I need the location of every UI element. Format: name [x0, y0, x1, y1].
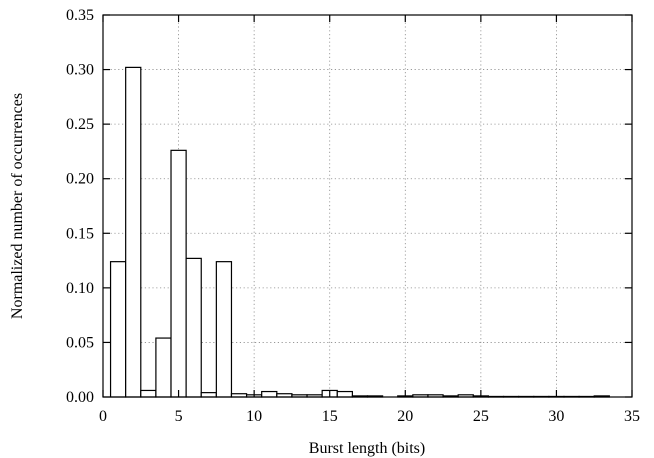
bar: [140, 389, 157, 398]
x-tick-label: 5: [175, 408, 183, 425]
bar: [170, 149, 187, 398]
bar: [109, 261, 127, 398]
bar: [185, 257, 202, 398]
x-tick-label: 10: [246, 408, 262, 425]
x-tick-label: 25: [473, 408, 489, 425]
y-tick-label: 0.30: [66, 62, 94, 79]
y-tick-label: 0.35: [66, 7, 94, 24]
x-tick-label: 20: [397, 408, 413, 425]
y-tick-label: 0.15: [66, 225, 94, 242]
y-tick-label: 0.05: [66, 334, 94, 351]
bar: [261, 390, 278, 398]
x-tick-label: 35: [624, 408, 640, 425]
y-tick-label: 0.25: [66, 116, 94, 133]
y-axis-title: Normalized number of occurrences: [9, 93, 26, 319]
bar: [215, 261, 233, 398]
x-axis-title: Burst length (bits): [309, 440, 425, 457]
x-tick-label: 15: [322, 408, 338, 425]
bar: [155, 337, 172, 398]
x-tick-label: 30: [548, 408, 564, 425]
bar: [125, 66, 142, 398]
plot-frame: [102, 14, 633, 398]
axis-ticks: [102, 14, 633, 398]
y-tick-label: 0.20: [66, 171, 94, 188]
tick-labels: 0 5 10 15 20 25 30 35 0.00 0.05 0.10 0.15 0.20 0.25 0.…: [66, 7, 640, 425]
bar: [200, 392, 217, 398]
y-tick-label: 0.00: [66, 389, 94, 406]
bars: [109, 66, 610, 398]
bar: [336, 390, 353, 398]
y-tick-label: 0.10: [66, 280, 94, 297]
x-tick-label: 0: [99, 408, 107, 425]
